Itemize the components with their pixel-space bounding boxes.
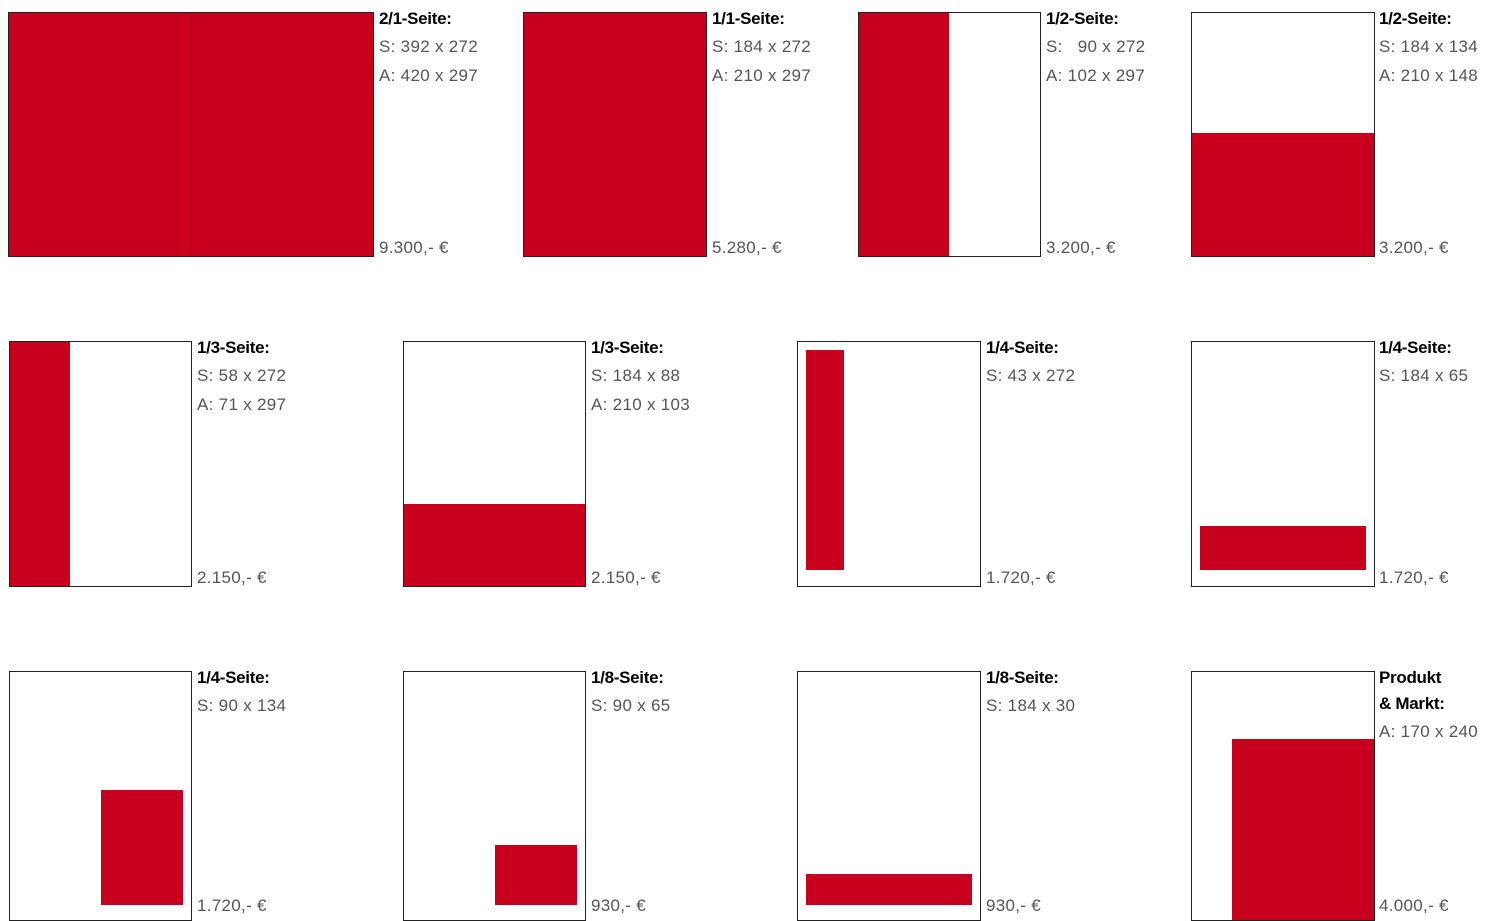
ad-format-1-4-vertical-page-preview: [797, 341, 981, 587]
format-type-area-size: S: 90 x 272: [1046, 37, 1146, 56]
format-bleed-size: A: 71 x 297: [197, 395, 287, 414]
format-type-area-size: S: 58 x 272: [197, 366, 287, 385]
format-type-area-size: S: 184 x 88: [591, 366, 681, 385]
format-title: 1/4-Seite:: [197, 668, 270, 687]
ad-area-fill: [806, 874, 972, 905]
ad-format-1-8-strip-info: 1/8-Seite: S: 184 x 30: [986, 665, 1106, 720]
format-type-area-size: S: 184 x 134: [1379, 37, 1479, 56]
format-title: 1/4-Seite:: [1379, 338, 1452, 357]
format-title: 2/1-Seite:: [379, 9, 452, 28]
format-title: 1/4-Seite:: [986, 338, 1059, 357]
ad-format-produkt-markt-info: Produkt & Markt: A: 170 x 240: [1379, 665, 1494, 746]
format-price: 2.150,- €: [591, 568, 661, 587]
format-price: 3.200,- €: [1379, 238, 1449, 257]
ad-format-1-2-horizontal-page-preview: [1191, 12, 1375, 257]
ad-area-fill: [806, 350, 844, 570]
page-fold-line: [191, 13, 192, 256]
ad-format-1-4-horizontal-page-preview: [1191, 341, 1375, 587]
format-price: 2.150,- €: [197, 568, 267, 587]
format-bleed-size: A: 210 x 148: [1379, 66, 1479, 85]
format-bleed-size: A: 102 x 297: [1046, 66, 1146, 85]
format-type-area-size: S: 90 x 134: [197, 696, 287, 715]
ad-format-1-2-horizontal-info: 1/2-Seite: S: 184 x 134 A: 210 x 148: [1379, 6, 1494, 90]
ad-area-fill: [404, 504, 585, 586]
format-price: 9.300,- €: [379, 238, 449, 257]
format-price: 930,- €: [591, 896, 647, 915]
ad-format-1-3-horizontal-info: 1/3-Seite: S: 184 x 88 A: 210 x 103: [591, 335, 711, 419]
format-title: 1/2-Seite:: [1046, 9, 1119, 28]
ad-format-1-4-vertical-info: 1/4-Seite: S: 43 x 272: [986, 335, 1106, 390]
format-title: 1/8-Seite:: [591, 668, 664, 687]
format-bleed-size: A: 210 x 103: [591, 395, 691, 414]
ad-format-1-1-page-preview: [523, 12, 707, 257]
format-title-line-2: & Markt:: [1379, 694, 1445, 713]
format-price: 1.720,- €: [197, 896, 267, 915]
format-type-area-size: S: 90 x 65: [591, 696, 671, 715]
ad-format-1-1-info: 1/1-Seite: S: 184 x 272 A: 210 x 297: [712, 6, 832, 90]
ad-format-1-4-horizontal-info: 1/4-Seite: S: 184 x 65: [1379, 335, 1494, 390]
format-title-line-1: Produkt: [1379, 668, 1442, 687]
ad-area-fill: [101, 790, 183, 905]
ad-format-1-4-block-page-preview: [9, 671, 192, 921]
format-type-area-size: S: 392 x 272: [379, 37, 479, 56]
ad-format-produkt-markt-page-preview: [1191, 671, 1375, 921]
ad-format-1-8-strip-page-preview: [797, 671, 981, 921]
format-price: 4.000,- €: [1379, 896, 1449, 915]
ad-format-1-8-block-page-preview: [403, 671, 586, 921]
ad-format-1-2-vertical-info: 1/2-Seite: S: 90 x 272 A: 102 x 297: [1046, 6, 1166, 90]
format-bleed-size: A: 210 x 297: [712, 66, 812, 85]
format-price: 1.720,- €: [986, 568, 1056, 587]
format-title: 1/3-Seite:: [591, 338, 664, 357]
ad-area-fill: [1200, 526, 1366, 570]
ad-format-2-1-info: 2/1-Seite: S: 392 x 272 A: 420 x 297: [379, 6, 499, 90]
ad-format-1-3-vertical-info: 1/3-Seite: S: 58 x 272 A: 71 x 297: [197, 335, 317, 419]
format-price: 930,- €: [986, 896, 1042, 915]
ad-area-fill: [1192, 133, 1374, 256]
ad-format-1-3-vertical-page-preview: [9, 341, 192, 587]
format-bleed-size: A: 170 x 240: [1379, 722, 1479, 741]
ad-area-fill: [859, 13, 949, 256]
ad-format-1-3-horizontal-page-preview: [403, 341, 586, 587]
format-price: 1.720,- €: [1379, 568, 1449, 587]
format-type-area-size: S: 43 x 272: [986, 366, 1076, 385]
format-title: 1/3-Seite:: [197, 338, 270, 357]
ad-area-fill: [10, 342, 70, 586]
ad-format-1-4-block-info: 1/4-Seite: S: 90 x 134: [197, 665, 317, 720]
format-price: 5.280,- €: [712, 238, 782, 257]
format-bleed-size: A: 420 x 297: [379, 66, 479, 85]
ad-format-1-2-vertical-page-preview: [858, 12, 1041, 257]
ad-area-fill: [1232, 739, 1374, 920]
ad-format-1-8-block-info: 1/8-Seite: S: 90 x 65: [591, 665, 711, 720]
format-type-area-size: S: 184 x 65: [1379, 366, 1469, 385]
format-price: 3.200,- €: [1046, 238, 1116, 257]
format-title: 1/2-Seite:: [1379, 9, 1452, 28]
format-type-area-size: S: 184 x 30: [986, 696, 1076, 715]
ad-area-fill: [495, 845, 577, 905]
ad-format-2-1-page-preview: [8, 12, 374, 257]
format-type-area-size: S: 184 x 272: [712, 37, 812, 56]
format-title: 1/8-Seite:: [986, 668, 1059, 687]
format-title: 1/1-Seite:: [712, 9, 785, 28]
